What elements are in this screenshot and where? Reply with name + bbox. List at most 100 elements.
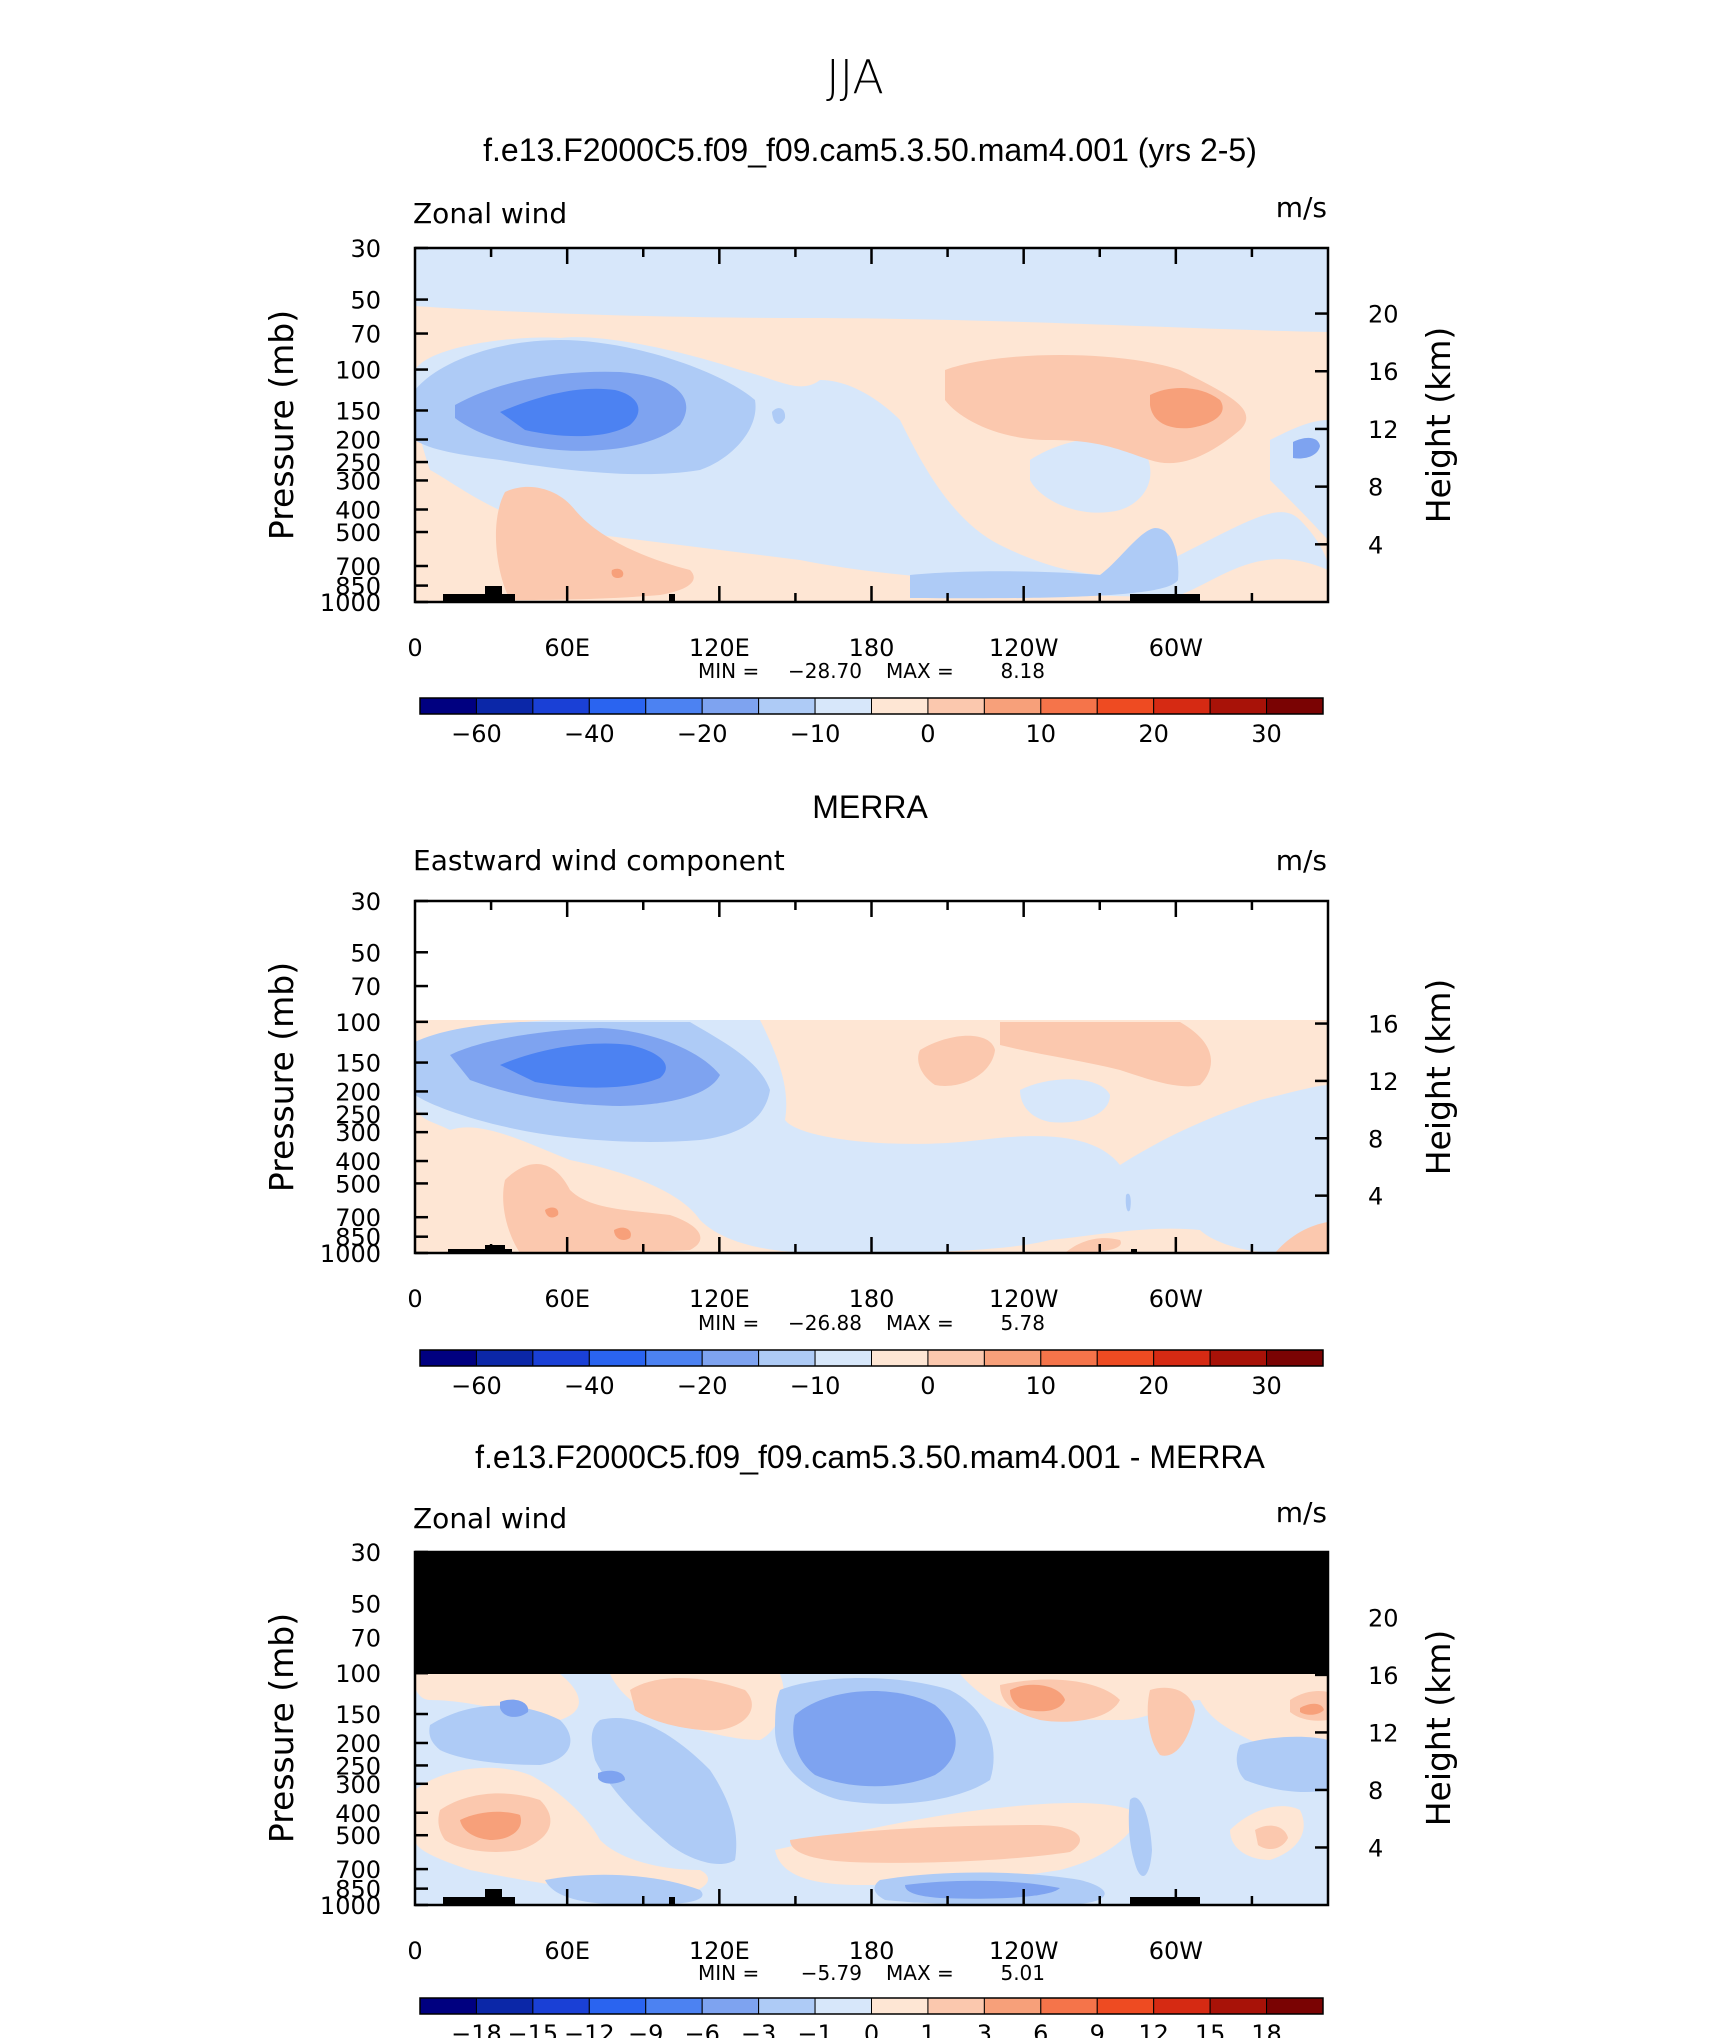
contour-field	[415, 901, 1328, 1253]
y-tick-label: 400	[335, 1148, 381, 1176]
contour-fill	[1150, 388, 1223, 429]
colorbar-swatch	[701, 1997, 760, 2015]
left-string: Zonal wind	[413, 1502, 567, 1535]
colorbar-label: −3	[741, 2020, 776, 2038]
contour-fill	[598, 1770, 625, 1784]
panel-merra: MERRA Eastward wind component m/s 0 60E 12…	[262, 789, 1458, 1400]
panel-title: MERRA	[812, 789, 928, 825]
y-tick-label: 700	[335, 1856, 381, 1884]
colorbar-swatch	[1209, 1349, 1268, 1367]
colorbar-swatch	[758, 1997, 816, 2015]
y-tick-label: 200	[335, 427, 381, 455]
y-tick-label: 150	[335, 1701, 381, 1729]
contour-fill	[1293, 437, 1320, 459]
colorbar-swatch	[758, 1349, 816, 1367]
colorbar-label: −12	[564, 2020, 615, 2038]
colorbar-swatch	[1040, 1997, 1098, 2015]
colorbar-swatch	[1096, 1349, 1155, 1367]
colorbar-label: 0	[920, 720, 935, 748]
y-tick-label: 70	[350, 1624, 381, 1652]
colorbar-swatch	[983, 1997, 1042, 2015]
colorbar-label: −20	[677, 1372, 728, 1400]
colorbar-label: −10	[790, 1372, 841, 1400]
colorbar-swatch	[814, 697, 872, 715]
left-string: Eastward wind component	[413, 844, 785, 877]
colorbar-label: −60	[451, 720, 502, 748]
topography	[448, 1245, 512, 1253]
y-tick-label: 30	[350, 888, 381, 916]
colorbar-swatch	[927, 697, 985, 715]
colorbar-swatch	[1266, 1349, 1324, 1367]
x-tick-label: 60W	[1149, 1285, 1203, 1313]
x-tick-label: 60E	[544, 634, 590, 662]
y-tick-label: 150	[335, 1050, 381, 1078]
colorbar-swatch	[532, 1997, 590, 2015]
colorbar-swatch	[1040, 697, 1098, 715]
y-tick-label: 100	[335, 357, 381, 385]
min-value: −5.79	[801, 1961, 862, 1985]
y2label: Height (km)	[1419, 1630, 1458, 1827]
colorbar-swatch	[419, 697, 477, 715]
colorbar-swatch	[475, 1349, 534, 1367]
contour-fill	[545, 1874, 703, 1905]
y2-tick-label: 12	[1368, 416, 1399, 444]
max-label: MAX =	[886, 659, 954, 683]
colorbar-frame	[419, 1997, 1324, 2015]
y2-tick-label: 16	[1368, 1011, 1399, 1039]
contour-fill	[772, 408, 786, 424]
topography	[669, 1897, 675, 1905]
colorbar-label: −9	[628, 2020, 663, 2038]
y-tick-label: 250	[335, 1752, 381, 1780]
x-tick-label: 0	[407, 1285, 422, 1313]
colorbar-swatch	[1096, 697, 1155, 715]
missing-data-region	[415, 1552, 1328, 1674]
y-tick-label: 400	[335, 1800, 381, 1828]
y-tick-label: 50	[350, 1590, 381, 1618]
y-tick-label: 100	[335, 1660, 381, 1688]
y2-tick-label: 12	[1368, 1068, 1399, 1096]
contour-fill	[1010, 1684, 1065, 1712]
contour-fill	[415, 248, 1328, 332]
y-tick-label: 500	[335, 519, 381, 547]
contour-fill	[500, 1043, 666, 1088]
contour-fill	[1147, 1687, 1195, 1756]
colorbar-swatch	[758, 697, 816, 715]
y-tick-label: 400	[335, 496, 381, 524]
contour-fill	[503, 1163, 701, 1253]
min-label: MIN =	[698, 1961, 759, 1985]
colorbar-label: −15	[508, 2020, 559, 2038]
colorbar-swatch	[645, 1997, 703, 2015]
y-tick-label: 500	[335, 1822, 381, 1850]
colorbar-swatch	[983, 697, 1042, 715]
y-tick-label: 50	[350, 939, 381, 967]
contour-fill	[611, 568, 624, 579]
colorbar: −60 −40 −20 −10 0 10 20 30	[419, 697, 1324, 748]
max-label: MAX =	[886, 1311, 954, 1335]
contour-fill	[790, 1825, 1080, 1863]
colorbar-swatch	[588, 697, 647, 715]
colorbar-label: 15	[1195, 2020, 1226, 2038]
panel-model: f.e13.F2000C5.f09_f09.cam5.3.50.mam4.001…	[262, 132, 1458, 748]
missing-data-region	[415, 901, 1328, 1020]
contour-fill	[1255, 1825, 1288, 1850]
colorbar-swatch	[645, 697, 703, 715]
y2label: Height (km)	[1419, 979, 1458, 1176]
y-tick-label: 700	[335, 1204, 381, 1232]
contour-fill	[1065, 1238, 1121, 1253]
colorbar-label: 10	[1026, 1372, 1057, 1400]
x-tick-label: 180	[849, 1937, 895, 1965]
y2-tick-label: 20	[1368, 301, 1399, 329]
colorbar-label: −40	[564, 1372, 615, 1400]
colorbar-swatch	[1153, 697, 1211, 715]
y2-tick-label: 20	[1368, 1604, 1399, 1632]
contour-fill	[905, 1880, 1060, 1899]
y2label: Height (km)	[1419, 327, 1458, 524]
colorbar-label: 3	[977, 2020, 992, 2038]
y2-tick-label: 8	[1368, 474, 1383, 502]
axes: 0 60E 120E 180 120W 60W3050701001502002503004…	[320, 1539, 1399, 1965]
colorbar-label: 20	[1138, 1372, 1169, 1400]
contour-fill	[500, 388, 639, 437]
y-tick-label: 30	[350, 235, 381, 263]
colorbar-swatch	[871, 697, 929, 715]
colorbar-label: −20	[677, 720, 728, 748]
